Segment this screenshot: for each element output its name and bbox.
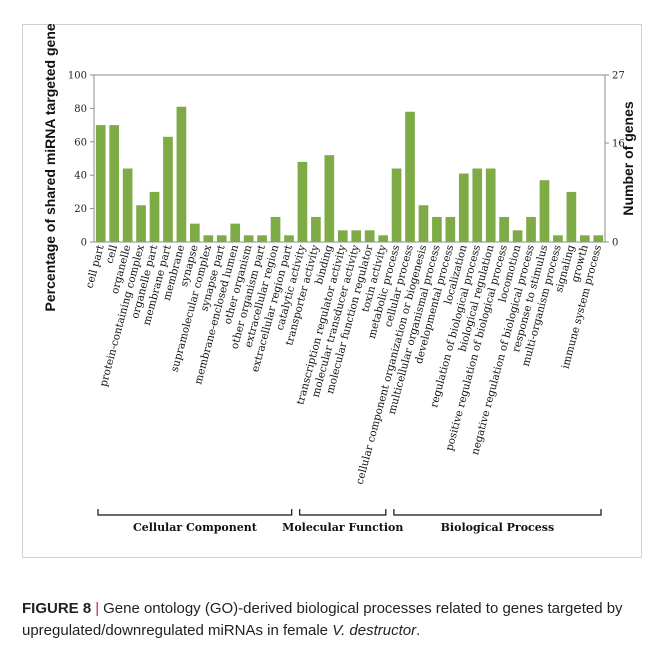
bar-4 <box>149 191 160 242</box>
bar-12 <box>257 235 267 242</box>
bar-34 <box>553 235 563 242</box>
bar-24 <box>418 205 429 242</box>
y-tick-label-2: 40 <box>74 171 87 182</box>
bar-11 <box>243 235 254 242</box>
bar-37 <box>593 235 604 242</box>
bar-1 <box>109 125 120 242</box>
bar-6 <box>176 106 187 242</box>
bar-28 <box>472 168 483 242</box>
bar-21 <box>378 235 388 242</box>
category-label-1: cell <box>104 243 121 265</box>
bar-10 <box>230 223 241 242</box>
bar-9 <box>216 235 227 242</box>
y2-axis-label: Number of genes <box>620 101 636 216</box>
bar-35 <box>566 191 577 242</box>
bar-16 <box>311 216 321 242</box>
y2-tick-label-2: 27 <box>612 71 625 82</box>
bar-15 <box>297 161 308 242</box>
y-tick-label-5: 100 <box>68 71 87 82</box>
y2-tick-label-0: 0 <box>612 238 618 249</box>
bar-0 <box>95 125 106 242</box>
plot-border <box>93 74 606 243</box>
y-tick-label-3: 60 <box>74 137 87 148</box>
group-brackets: Cellular Component Molecular Function Biol… <box>97 509 602 534</box>
y2-tick-label-1: 16 <box>612 139 625 150</box>
bars <box>95 106 604 243</box>
group-bracket-1 <box>299 509 387 516</box>
bar-14 <box>284 235 294 242</box>
category-label-0: cell part <box>84 243 107 290</box>
left-axis: 0 20 40 60 80 100 <box>68 71 94 249</box>
y-tick-label-1: 20 <box>74 204 87 215</box>
bar-30 <box>499 216 509 242</box>
bar-32 <box>526 216 536 242</box>
caption-label: FIGURE 8 <box>22 600 92 617</box>
caption-separator: | <box>95 600 100 617</box>
right-axis: 0 16 27 <box>605 71 625 249</box>
figure-frame <box>22 24 642 558</box>
bar-17 <box>324 155 335 242</box>
group-bracket-2 <box>393 509 602 516</box>
bar-2 <box>122 168 133 242</box>
caption-species: V. destructor <box>332 622 417 639</box>
bar-33 <box>539 180 550 242</box>
group-label-1: Molecular Function <box>282 521 403 534</box>
bar-22 <box>391 168 402 242</box>
bar-5 <box>163 136 173 242</box>
bar-chart: 0 20 40 60 80 100 0 16 27 cell partcellorganell… <box>42 24 636 534</box>
bar-19 <box>351 230 362 242</box>
bar-8 <box>203 235 214 242</box>
bar-23 <box>405 111 415 243</box>
bar-7 <box>190 223 200 242</box>
bar-3 <box>136 205 146 242</box>
bar-36 <box>579 235 590 242</box>
group-label-0: Cellular Component <box>133 521 258 534</box>
bar-29 <box>485 168 496 242</box>
y-tick-label-0: 0 <box>81 238 87 249</box>
caption-text: Gene ontology (GO)-derived biological pr… <box>22 600 623 639</box>
group-label-2: Biological Process <box>441 521 555 534</box>
y-axis-label: Percentage of shared miRNA targeted gene… <box>42 24 58 311</box>
bar-25 <box>432 216 442 242</box>
bar-31 <box>512 230 523 242</box>
group-bracket-0 <box>97 509 293 516</box>
caption-end: . <box>416 622 421 639</box>
category-labels: cell partcellorganelleprotein-containing… <box>84 243 605 486</box>
figure-caption: FIGURE 8 | Gene ontology (GO)-derived biol… <box>22 598 647 642</box>
bar-27 <box>458 173 469 242</box>
bar-20 <box>364 230 375 242</box>
y-tick-label-4: 80 <box>74 104 87 115</box>
bar-18 <box>337 230 348 242</box>
plot-area <box>93 74 606 243</box>
bar-13 <box>270 216 281 242</box>
bar-26 <box>445 216 456 242</box>
